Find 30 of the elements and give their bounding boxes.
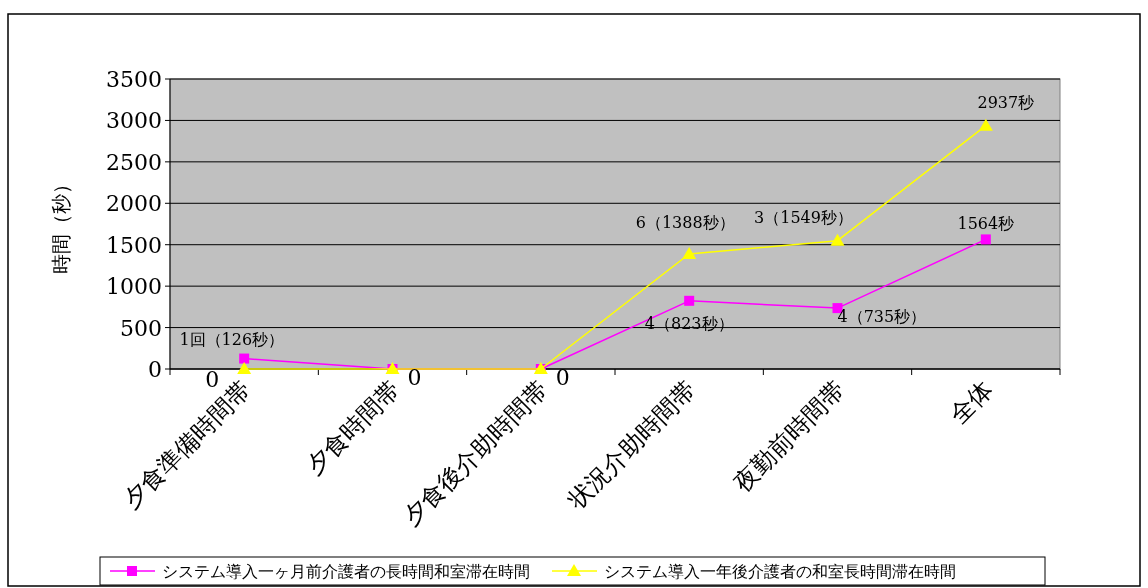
legend-label: システム導入一年後介護者の和室長時間滞在時間 xyxy=(604,562,956,581)
data-label: 1回（126秒） xyxy=(179,329,285,349)
point xyxy=(830,233,845,246)
data-label: 6（1388秒） xyxy=(635,212,735,232)
point xyxy=(980,234,991,245)
x-tick-label: 夜勤前時間帯 xyxy=(728,375,850,498)
data-label: 1564秒 xyxy=(957,214,1015,234)
point xyxy=(682,246,697,259)
y-axis-title: 時間（秒） xyxy=(49,174,73,274)
y-tick-label: 2500 xyxy=(106,149,162,175)
y-tick-label: 1000 xyxy=(106,274,162,300)
data-label: 2937秒 xyxy=(977,92,1035,112)
point xyxy=(684,295,695,306)
y-tick-label: 2000 xyxy=(106,191,162,217)
y-tick-label: 1500 xyxy=(106,232,162,258)
x-tick-label: 夕食時間帯 xyxy=(300,375,405,481)
y-tick-label: 500 xyxy=(120,315,162,341)
point xyxy=(978,118,993,131)
point xyxy=(237,362,252,374)
y-tick-label: 0 xyxy=(148,357,162,382)
x-tick-label: 全体 xyxy=(944,375,999,430)
y-tick-label: 3500 xyxy=(106,67,162,92)
y-tick-label: 3000 xyxy=(106,108,162,134)
data-label: 0 xyxy=(205,367,220,392)
data-label: 0 xyxy=(555,365,570,390)
data-label: 0 xyxy=(407,365,422,390)
data-label: 3（1549秒） xyxy=(754,207,853,227)
data-label: 4（735秒） xyxy=(837,307,927,327)
legend-label: システム導入一ヶ月前介護者の長時間和室滞在時間 xyxy=(162,562,530,581)
point xyxy=(239,353,250,364)
